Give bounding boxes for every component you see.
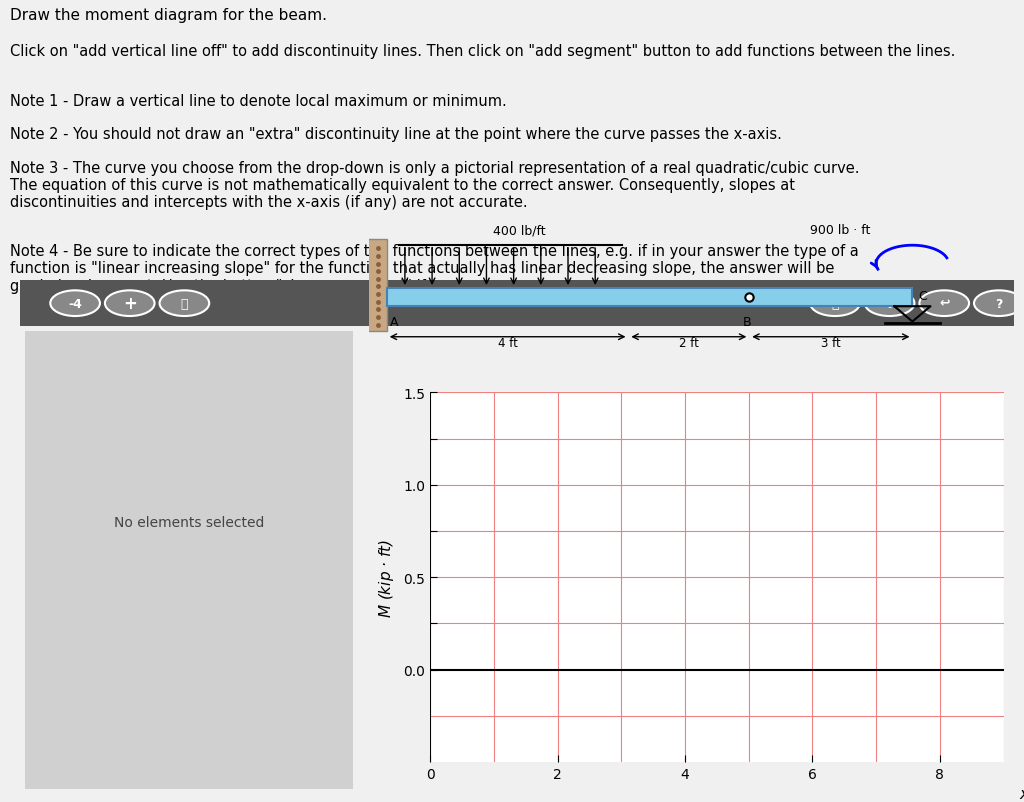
- Bar: [20, 281, 1014, 327]
- Text: 4 ft: 4 ft: [498, 337, 517, 350]
- Text: Draw the moment diagram for the beam.: Draw the moment diagram for the beam.: [10, 8, 328, 23]
- Text: 900 lb · ft: 900 lb · ft: [810, 224, 870, 237]
- Text: 3 ft: 3 ft: [821, 337, 841, 350]
- Text: Note 2 - You should not draw an "extra" discontinuity line at the point where th: Note 2 - You should not draw an "extra" …: [10, 128, 782, 142]
- Circle shape: [104, 291, 155, 317]
- Text: C: C: [919, 290, 927, 302]
- Bar: [387, 289, 912, 307]
- Bar: [338, 240, 387, 331]
- Text: B: B: [743, 316, 752, 329]
- Text: -4: -4: [69, 298, 82, 310]
- Text: 💡: 💡: [831, 298, 839, 310]
- X-axis label: $x$ (ft): $x$ (ft): [1019, 784, 1024, 802]
- Circle shape: [864, 291, 914, 317]
- Text: ↩: ↩: [939, 298, 949, 310]
- Circle shape: [920, 291, 969, 317]
- Text: 400 lb/ft: 400 lb/ft: [494, 224, 546, 237]
- Text: 2 ft: 2 ft: [679, 337, 698, 350]
- Text: Note 1 - Draw a vertical line to denote local maximum or minimum.: Note 1 - Draw a vertical line to denote …: [10, 94, 507, 109]
- Text: ∨: ∨: [885, 298, 895, 310]
- Y-axis label: $M$ (kip · ft): $M$ (kip · ft): [377, 538, 396, 617]
- Circle shape: [810, 291, 860, 317]
- Circle shape: [974, 291, 1024, 317]
- Text: ?: ?: [995, 298, 1002, 310]
- Bar: [26, 332, 353, 789]
- Circle shape: [50, 291, 100, 317]
- Text: A: A: [390, 316, 398, 329]
- Text: Click on "add vertical line off" to add discontinuity lines. Then click on "add : Click on "add vertical line off" to add …: [10, 44, 955, 59]
- Text: +: +: [123, 295, 136, 313]
- Text: Note 3 - The curve you choose from the drop-down is only a pictorial representat: Note 3 - The curve you choose from the d…: [10, 160, 860, 210]
- Circle shape: [160, 291, 209, 317]
- Text: 🗑: 🗑: [180, 298, 188, 310]
- Text: Note 4 - Be sure to indicate the correct types of the functions between the line: Note 4 - Be sure to indicate the correct…: [10, 244, 859, 294]
- Text: No elements selected: No elements selected: [114, 515, 264, 529]
